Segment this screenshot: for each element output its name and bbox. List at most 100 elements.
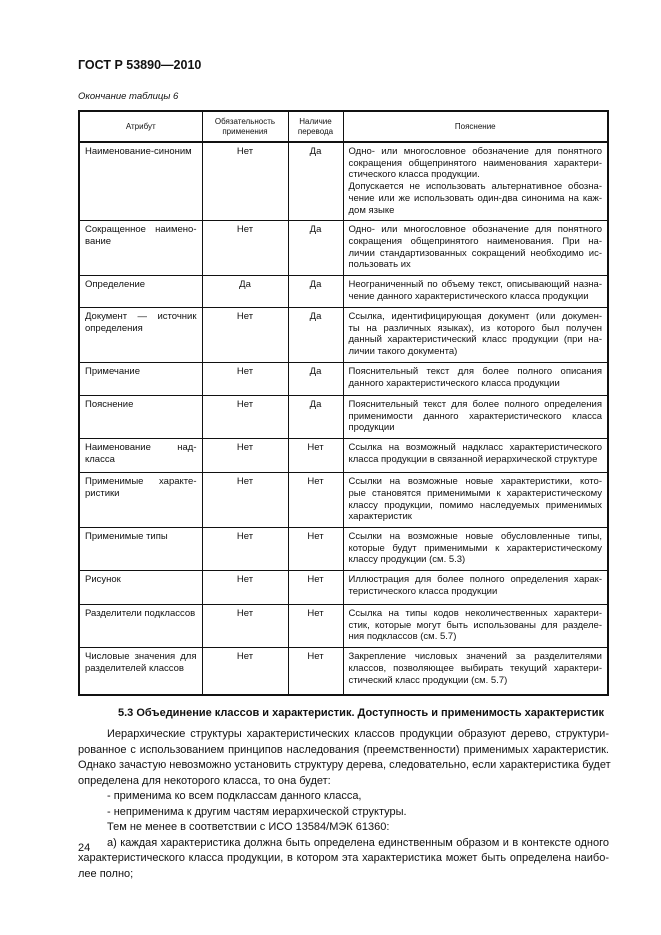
attribute-cell: Наименование-синоним [78,141,203,222]
section-heading: 5.3 Объединение классов и характеристик.… [118,707,605,719]
attribute-line: Пояснение [85,399,134,411]
translation-cell: Нет [287,472,344,528]
explanation-line: личии такого документа) [348,346,458,358]
translation-cell: Да [287,362,344,397]
attribute-line: Рисунок [85,574,121,586]
attribute-line: Применимые типы [85,530,168,542]
explanation-cell: Одно- или многословное обозначение для п… [342,220,609,277]
explanation-line: Одно- или многословное обозначение для п… [348,146,603,157]
attribute-line: Применимые характе- [85,476,197,488]
explanation-line: чение или же использовать один-два синон… [348,192,603,204]
attribute-line: Разделители подклассов [85,608,196,620]
attribute-line: определения [85,322,143,334]
explanation-cell: Ссылка, идентифицирующая документ (или д… [342,307,609,364]
attribute-cell: Определение [78,275,203,309]
explanation-line: Ссылки на возможные новые характеристики… [348,476,603,488]
explanation-line: продукции [348,422,395,434]
explanation-line: дом языке [348,204,395,216]
explanation-line: Ссылка, идентифицирующая документ (или д… [348,311,603,323]
explanation-line: классу продукции, помимо наследуемых при… [348,499,603,511]
explanation-line: классу продукции (см. 5.3) [348,554,466,566]
translation-cell: Нет [287,570,344,606]
translation-cell: Нет [287,604,344,649]
attribute-cell: Пояснение [78,395,203,440]
translation-cell: Да [287,275,344,309]
paragraph-line: Иерархические структуры характеристическ… [107,728,609,740]
translation-cell: Нет [287,647,344,696]
explanation-line: Одно- или многословное обозначение для п… [348,224,603,236]
column-header-required: Обязательность применения [201,110,289,143]
explanation-line: Ссылка на возможный надкласс характерист… [348,442,603,454]
explanation-cell: Закрепление числовых значений за раздели… [342,647,609,696]
table-row: Наименование над-класса Нет Нет Ссылка на в… [78,438,609,474]
attribute-cell: Рисунок [78,570,203,606]
table-caption: Окончание таблицы 6 [78,91,179,102]
attribute-cell: Применимые характе-ристики [78,472,203,528]
paragraph-line: характеристического класса продукции, в … [78,852,609,864]
explanation-line: сокращения общепринятого наименования. П… [348,235,603,247]
explanation-cell: Пояснительный текст для более полного оп… [342,362,609,397]
explanation-cell: Ссылки на возможные новые обусловленные … [342,526,609,572]
attributes-table: Атрибут Обязательность применения Наличи… [78,110,609,696]
attribute-line: класса [85,453,115,465]
explanation-line: Неограниченный по объему текст, описываю… [348,279,603,291]
explanation-line: характеристик [348,511,412,523]
paragraph-line: - неприменима к другим частям иерархичес… [107,805,407,818]
required-cell: Нет [201,526,289,572]
explanation-line: применимости данного характеристического… [348,410,603,422]
table-header-row: Атрибут Обязательность применения Наличи… [78,110,609,143]
explanation-line: чение данного характеристического класса… [348,290,589,302]
required-cell: Нет [201,438,289,474]
paragraph-line: а) каждая характеристика должна быть опр… [107,836,609,849]
table-row: Определение Да Да Неограниченный по объему … [78,275,609,309]
table-row: Сокращенное наимено-вание Нет Да Одно- или … [78,220,609,277]
table-row: Наименование-синоним Нет Да Одно- или много… [78,141,609,222]
explanation-cell: Одно- или многословное обозначение для п… [342,141,609,222]
attribute-cell: Документ — источник определения [78,307,203,364]
explanation-line: класса продукции в связанной иерархическ… [348,453,598,465]
table-row: Разделители подклассов Нет Нет Ссылка на ти… [78,604,609,649]
section-body: Иерархические структуры характеристическ… [78,727,611,882]
explanation-cell: Ссылки на возможные новые характеристики… [342,472,609,528]
translation-cell: Да [287,141,344,222]
explanation-line: ния подклассов (см. 5.7) [348,631,457,643]
paragraph-line: определена для некоторого класса, то она… [78,774,331,787]
translation-cell: Нет [287,526,344,572]
translation-cell: Да [287,307,344,364]
explanation-cell: Пояснительный текст для более полного оп… [342,395,609,440]
attribute-cell: Примечание [78,362,203,397]
translation-cell: Да [287,395,344,440]
explanation-line: Пояснительный текст для более полного оп… [348,399,603,411]
explanation-line: данный характеристический класс продукци… [348,334,603,346]
translation-cell: Да [287,220,344,277]
table-row: Числовые значения для разделителей классо… [78,647,609,696]
table-row: Документ — источник определения Нет Да Ссылк… [78,307,609,364]
translation-cell: Нет [287,438,344,474]
explanation-cell: Иллюстрация для более полного определени… [342,570,609,606]
attribute-line: Определение [85,279,146,291]
required-cell: Нет [201,395,289,440]
explanation-line: классов, позволяющее выбирать текущий ха… [348,662,603,674]
explanation-line: пользовать их [348,259,411,271]
explanation-line: стик, которые могут быть использованы дл… [348,619,603,631]
page-number: 24 [78,842,91,854]
required-cell: Нет [201,647,289,696]
attribute-line: вание [85,235,112,247]
required-cell: Нет [201,141,289,222]
attribute-cell: Применимые типы [78,526,203,572]
explanation-line: Ссылки на возможные новые обусловленные … [348,530,603,542]
explanation-line: Ссылка на типы кодов неколичественных ха… [348,608,603,620]
attribute-line: Примечание [85,366,140,378]
attribute-line: разделителей классов [85,662,184,674]
paragraph-line: Однако зачастую невозможно установить ст… [78,759,611,771]
table-row: Рисунок Нет Нет Иллюстрация для более полно… [78,570,609,606]
explanation-line: Закрепление числовых значений за раздели… [348,651,603,663]
paragraph-line: лее полно; [78,867,134,880]
explanation-line: Пояснительный текст для более полного оп… [348,366,603,378]
required-cell: Нет [201,472,289,528]
explanation-line: сокращения общепринятого наименования ха… [348,157,603,169]
required-cell: Да [201,275,289,309]
explanation-cell: Неограниченный по объему текст, описываю… [342,275,609,309]
explanation-line: стический класс продукции (см. 5.7) [348,674,508,686]
paragraph-line: рованное с использованием принципов насл… [78,743,609,756]
